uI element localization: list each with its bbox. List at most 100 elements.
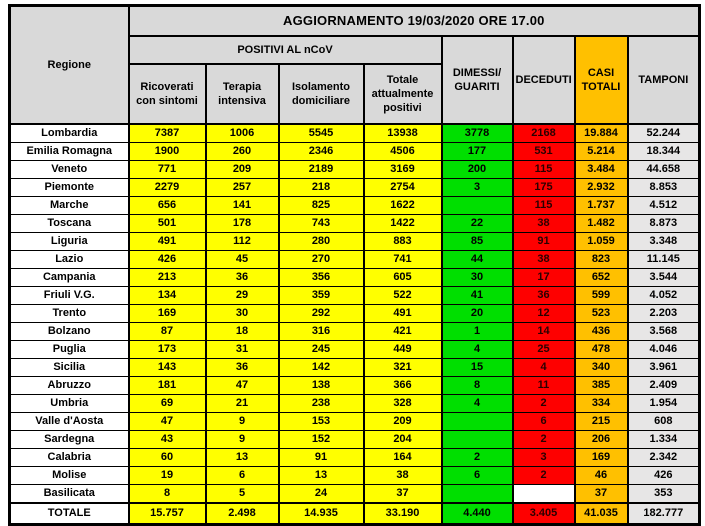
- cell-totale-positivi: 328: [362, 394, 443, 413]
- cell-deceduti: 12: [511, 304, 576, 323]
- table-row: Campania 213 36 356 605 30 17 652 3.544: [8, 268, 701, 287]
- cell-tamponi: 18.344: [626, 142, 701, 161]
- cell-terapia-intensiva: 141: [204, 196, 280, 215]
- cell-ricoverati: 69: [127, 394, 207, 413]
- cell-casi-totali: 436: [573, 322, 629, 341]
- table-row: Valle d'Aosta 47 9 153 209 6 215 608: [8, 412, 701, 431]
- table-row: Piemonte 2279 257 218 2754 3 175 2.932 8.853: [8, 178, 701, 197]
- sub-header-row: Ricoverati con sintomi Terapia intensiva…: [10, 63, 700, 125]
- cell-deceduti: [511, 484, 576, 504]
- cell-ricoverati: 60: [127, 448, 207, 467]
- cell-dimessi-guariti: 20: [440, 304, 514, 323]
- cell-casi-totali: 41.035: [573, 502, 629, 525]
- cell-tamponi: 608: [626, 412, 701, 431]
- cell-isolamento: 270: [277, 250, 365, 269]
- cell-regione: Toscana: [8, 214, 130, 233]
- cell-tamponi: 1.954: [626, 394, 701, 413]
- cell-terapia-intensiva: 6: [204, 466, 280, 485]
- table-row: Toscana 501 178 743 1422 22 38 1.482 8.873: [8, 214, 701, 233]
- table-row: Marche 656 141 825 1622 115 1.737 4.512: [8, 196, 701, 215]
- cell-tamponi: 52.244: [626, 123, 701, 143]
- cell-dimessi-guariti: 200: [440, 160, 514, 179]
- cell-deceduti: 25: [511, 340, 576, 359]
- cell-terapia-intensiva: 30: [204, 304, 280, 323]
- cell-terapia-intensiva: 9: [204, 430, 280, 449]
- cell-ricoverati: 134: [127, 286, 207, 305]
- cell-deceduti: 6: [511, 412, 576, 431]
- cell-casi-totali: 599: [573, 286, 629, 305]
- totale-row: TOTALE 15.757 2.498 14.935 33.190 4.440 3.405 4…: [8, 502, 701, 525]
- cell-totale-positivi: 741: [362, 250, 443, 269]
- cell-ricoverati: 7387: [127, 123, 207, 143]
- cell-ricoverati: 87: [127, 322, 207, 341]
- col-header-deceduti: DECEDUTI: [511, 35, 576, 125]
- cell-casi-totali: 340: [573, 358, 629, 377]
- cell-isolamento: 5545: [277, 123, 365, 143]
- cell-dimessi-guariti: [440, 430, 514, 449]
- cell-ricoverati: 15.757: [127, 502, 207, 525]
- col-header-terapia-intensiva: Terapia intensiva: [204, 63, 280, 125]
- table-body: Lombardia 7387 1006 5545 13938 3778 2168 19.884…: [8, 123, 701, 525]
- cell-casi-totali: 385: [573, 376, 629, 395]
- cell-ricoverati: 169: [127, 304, 207, 323]
- cell-ricoverati: 491: [127, 232, 207, 251]
- cell-isolamento: 280: [277, 232, 365, 251]
- cell-isolamento: 152: [277, 430, 365, 449]
- cell-ricoverati: 181: [127, 376, 207, 395]
- cell-totale-positivi: 1622: [362, 196, 443, 215]
- cell-dimessi-guariti: 44: [440, 250, 514, 269]
- cell-tamponi: 4.052: [626, 286, 701, 305]
- cell-terapia-intensiva: 45: [204, 250, 280, 269]
- cell-isolamento: 218: [277, 178, 365, 197]
- cell-tamponi: 3.568: [626, 322, 701, 341]
- cell-ricoverati: 426: [127, 250, 207, 269]
- cell-casi-totali: 823: [573, 250, 629, 269]
- covid-region-table-wrapper: Regione AGGIORNAMENTO 19/03/2020 ORE 17.…: [8, 4, 702, 526]
- cell-deceduti: 17: [511, 268, 576, 287]
- cell-ricoverati: 213: [127, 268, 207, 287]
- cell-casi-totali: 478: [573, 340, 629, 359]
- cell-deceduti: 2168: [511, 123, 576, 143]
- cell-terapia-intensiva: 2.498: [204, 502, 280, 525]
- cell-deceduti: 4: [511, 358, 576, 377]
- cell-regione: Emilia Romagna: [8, 142, 130, 161]
- cell-casi-totali: 1.482: [573, 214, 629, 233]
- cell-totale-positivi: 491: [362, 304, 443, 323]
- cell-totale-positivi: 321: [362, 358, 443, 377]
- cell-casi-totali: 652: [573, 268, 629, 287]
- cell-isolamento: 153: [277, 412, 365, 431]
- cell-terapia-intensiva: 209: [204, 160, 280, 179]
- cell-totale-positivi: 33.190: [362, 502, 443, 525]
- cell-terapia-intensiva: 112: [204, 232, 280, 251]
- cell-isolamento: 138: [277, 376, 365, 395]
- cell-terapia-intensiva: 178: [204, 214, 280, 233]
- table-row: Calabria 60 13 91 164 2 3 169 2.342: [8, 448, 701, 467]
- cell-ricoverati: 43: [127, 430, 207, 449]
- cell-regione: Abruzzo: [8, 376, 130, 395]
- col-header-tamponi: TAMPONI: [626, 35, 701, 125]
- cell-totale-positivi: 421: [362, 322, 443, 341]
- cell-dimessi-guariti: 4.440: [440, 502, 514, 525]
- cell-casi-totali: 37: [573, 484, 629, 504]
- cell-tamponi: 426: [626, 466, 701, 485]
- cell-tamponi: 4.046: [626, 340, 701, 359]
- cell-casi-totali: 19.884: [573, 123, 629, 143]
- cell-totale-positivi: 449: [362, 340, 443, 359]
- cell-dimessi-guariti: 4: [440, 340, 514, 359]
- col-header-ricoverati: Ricoverati con sintomi: [127, 63, 207, 125]
- cell-dimessi-guariti: [440, 412, 514, 431]
- cell-tamponi: 3.544: [626, 268, 701, 287]
- cell-isolamento: 245: [277, 340, 365, 359]
- col-header-casi-totali: CASI TOTALI: [573, 35, 629, 125]
- table-row: Puglia 173 31 245 449 4 25 478 4.046: [8, 340, 701, 359]
- cell-dimessi-guariti: [440, 196, 514, 215]
- cell-terapia-intensiva: 36: [204, 268, 280, 287]
- cell-totale-positivi: 883: [362, 232, 443, 251]
- cell-ricoverati: 47: [127, 412, 207, 431]
- cell-casi-totali: 3.484: [573, 160, 629, 179]
- cell-tamponi: 3.348: [626, 232, 701, 251]
- table-row: Sardegna 43 9 152 204 2 206 1.334: [8, 430, 701, 449]
- cell-casi-totali: 215: [573, 412, 629, 431]
- group-header-row: POSITIVI AL nCoV DIMESSI/ GUARITI DECEDU…: [10, 35, 701, 125]
- col-header-totale-positivi: Totale attualmente positivi: [362, 63, 443, 125]
